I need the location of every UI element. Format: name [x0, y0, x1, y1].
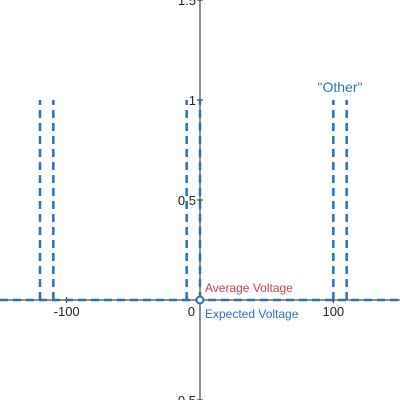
x-tick-label: 0 — [188, 304, 195, 319]
y-tick-label: -0.5 — [174, 393, 196, 400]
annotations: Average Voltage Expected Voltage "Other" — [205, 79, 363, 321]
y-tick-label: 0.5 — [178, 193, 196, 208]
expected-voltage-label: Expected Voltage — [205, 307, 299, 321]
series-layer — [0, 100, 400, 305]
origin-point — [195, 295, 205, 305]
y-tick-label: 1 — [189, 93, 196, 108]
other-label: "Other" — [318, 79, 363, 95]
y-tick-label: 1.5 — [178, 0, 196, 8]
tick-labels: -100 0 100 -0.5 0.5 1 1.5 — [54, 0, 345, 405]
x-tick-label: 100 — [322, 304, 344, 319]
average-voltage-label: Average Voltage — [205, 281, 293, 295]
x-tick-label: -100 — [54, 304, 80, 319]
